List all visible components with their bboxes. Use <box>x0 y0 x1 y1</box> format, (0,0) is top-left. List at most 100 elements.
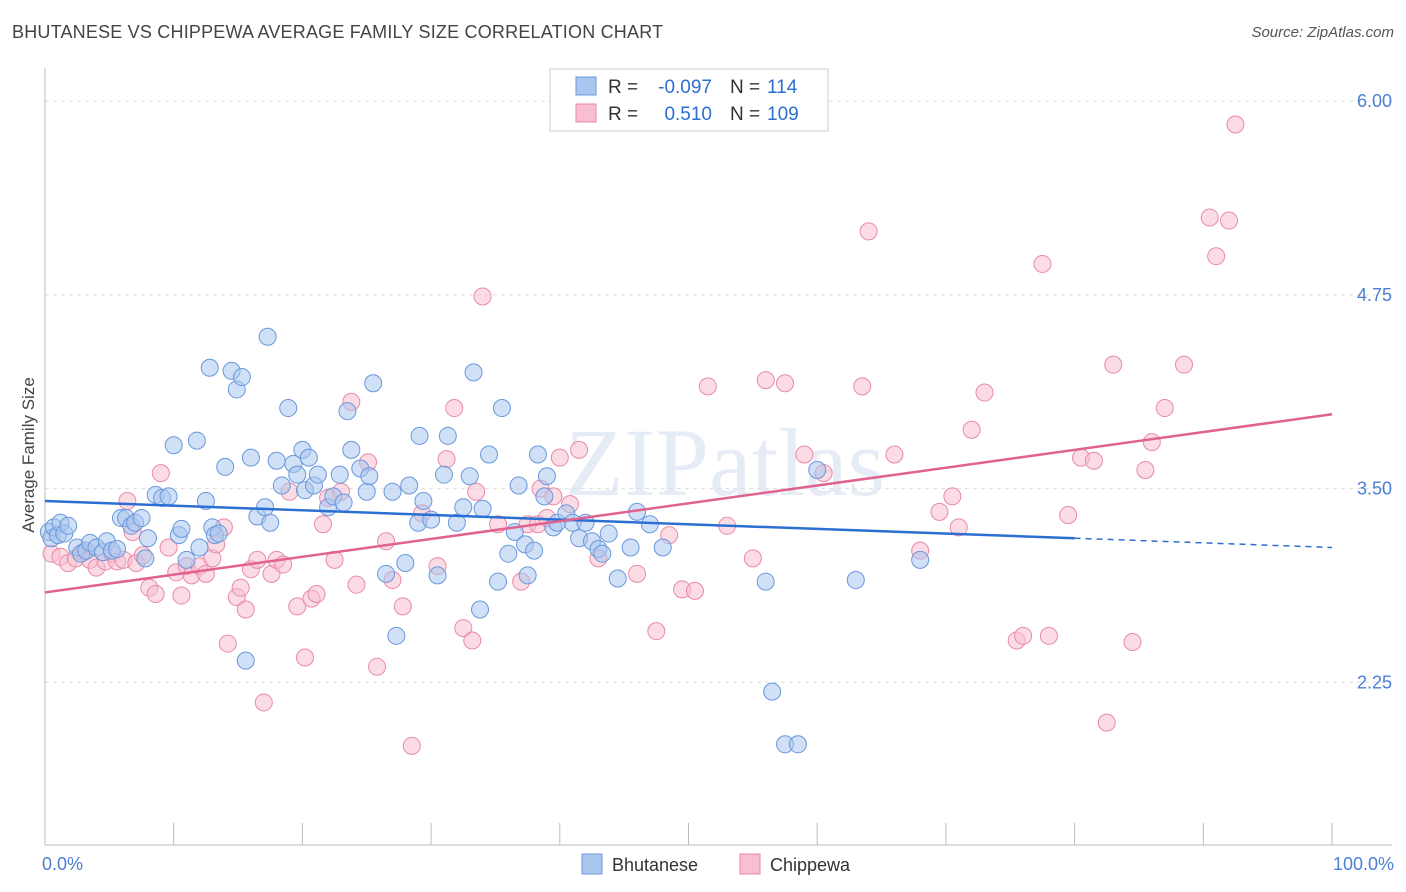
bhutanese-point-69 <box>387 626 406 645</box>
bottom-legend: Bhutanese Chippewa <box>581 853 851 875</box>
bhutanese-point-46 <box>261 513 280 532</box>
chippewa-point-103 <box>1104 355 1123 374</box>
chippewa-point-48 <box>347 575 366 594</box>
bhutanese-point-81 <box>460 467 479 486</box>
legend-n-value-1: 114 <box>767 77 798 98</box>
bhutanese-point-84 <box>473 499 492 518</box>
chippewa-point-34 <box>254 693 273 712</box>
bhutanese-point-108 <box>621 538 640 557</box>
tick-labels: 2.25 3.50 4.75 6.00 0.0% 100.0% <box>42 91 1394 874</box>
bhutanese-point-78 <box>438 426 457 445</box>
legend-r-value-1: -0.097 <box>658 77 712 98</box>
legend-n-label-2: N = <box>730 104 760 125</box>
chippewa-point-17 <box>151 464 170 483</box>
chippewa-point-109 <box>1200 208 1219 227</box>
chippewa-point-43 <box>313 515 332 534</box>
chippewa-point-110 <box>1207 247 1226 266</box>
axes <box>44 68 1392 846</box>
bhutanese-point-40 <box>232 368 251 387</box>
bhutanese-point-90 <box>509 476 528 495</box>
chippewa-point-70 <box>550 448 569 467</box>
legend-n-label-1: N = <box>730 77 760 98</box>
chippewa-point-72 <box>570 440 589 459</box>
bhutanese-point-76 <box>428 566 447 585</box>
chippewa-point-11 <box>118 492 137 511</box>
chippewa-point-88 <box>885 445 904 464</box>
bhutanese-point-105 <box>593 544 612 563</box>
chippewa-point-16 <box>146 584 165 603</box>
bhutanese-point-67 <box>377 564 396 583</box>
bhutanese-point-60 <box>334 493 353 512</box>
chippewa-point-102 <box>1097 713 1116 732</box>
chippewa-point-106 <box>1142 433 1161 452</box>
bhutanese-point-45 <box>258 327 277 346</box>
bhutanese-point-6 <box>59 516 78 535</box>
chippewa-point-90 <box>930 502 949 521</box>
chippewa-point-81 <box>743 549 762 568</box>
chippewa-point-42 <box>307 584 326 603</box>
bhutanese-point-115 <box>756 572 775 591</box>
chippewa-point-60 <box>463 631 482 650</box>
chippewa-point-94 <box>975 383 994 402</box>
bhutanese-point-74 <box>414 492 433 511</box>
bhutanese-point-64 <box>357 482 376 501</box>
y-tick-label-3: 6.00 <box>1357 91 1392 111</box>
bhutanese-point-65 <box>360 467 379 486</box>
legend-n-value-2: 109 <box>767 104 799 125</box>
legend-r-label-2: R = <box>608 104 638 125</box>
y-tick-label-1: 3.50 <box>1357 479 1392 499</box>
bhutanese-point-87 <box>492 399 511 418</box>
bhutanese-point-36 <box>209 524 228 543</box>
bhutanese-point-31 <box>190 538 209 557</box>
bhutanese-point-33 <box>200 358 219 377</box>
bhutanese-points <box>39 327 930 754</box>
bhutanese-point-85 <box>480 445 499 464</box>
chippewa-point-31 <box>236 600 255 619</box>
chippewa-point-53 <box>393 597 412 616</box>
bhutanese-point-49 <box>279 399 298 418</box>
bhutanese-point-82 <box>464 363 483 382</box>
bhutanese-point-66 <box>364 374 383 393</box>
bottom-legend-label-chippewa: Chippewa <box>770 855 851 875</box>
chippewa-point-61 <box>467 482 486 501</box>
bhutanese-point-20 <box>132 509 151 528</box>
bhutanese-point-96 <box>537 467 556 486</box>
bhutanese-point-116 <box>763 682 782 701</box>
bhutanese-point-28 <box>172 519 191 538</box>
bhutanese-point-68 <box>383 482 402 501</box>
bhutanese-point-22 <box>138 529 157 548</box>
legend-swatch-blue <box>575 76 597 96</box>
bhutanese-point-118 <box>788 735 807 754</box>
bhutanese-point-42 <box>241 448 260 467</box>
bhutanese-point-94 <box>528 445 547 464</box>
bottom-legend-swatch-pink <box>739 853 761 875</box>
bhutanese-point-41 <box>236 651 255 670</box>
y-axis-title: Average Family Size <box>19 377 38 533</box>
bhutanese-point-71 <box>400 476 419 495</box>
trend-lines <box>44 413 1333 594</box>
grid-lines <box>45 100 1392 683</box>
bhutanese-point-54 <box>299 448 318 467</box>
y-tick-label-0: 2.25 <box>1357 672 1392 692</box>
chippewa-point-58 <box>445 399 464 418</box>
bhutanese-point-92 <box>518 566 537 585</box>
source-label: Source: ZipAtlas.com <box>1251 24 1394 41</box>
chippewa-trend-line <box>44 413 1333 594</box>
bhutanese-point-107 <box>608 569 627 588</box>
bhutanese-point-21 <box>136 549 155 568</box>
legend-box: R = -0.097 N = 114 R = 0.510 N = 109 <box>549 68 829 132</box>
chippewa-point-92 <box>949 518 968 537</box>
bhutanese-point-83 <box>471 600 490 619</box>
chippewa-point-82 <box>756 371 775 390</box>
chippewa-point-28 <box>218 634 237 653</box>
chippewa-point-91 <box>943 487 962 506</box>
watermark: ZIPatlas <box>565 409 885 516</box>
bhutanese-point-15 <box>108 540 127 559</box>
chippewa-point-101 <box>1084 451 1103 470</box>
bhutanese-point-93 <box>525 541 544 560</box>
x-tick-label-0: 0.0% <box>42 854 83 874</box>
bhutanese-trend-extension <box>1074 537 1333 549</box>
bhutanese-point-51 <box>288 465 307 484</box>
y-tick-label-2: 4.75 <box>1357 285 1392 305</box>
